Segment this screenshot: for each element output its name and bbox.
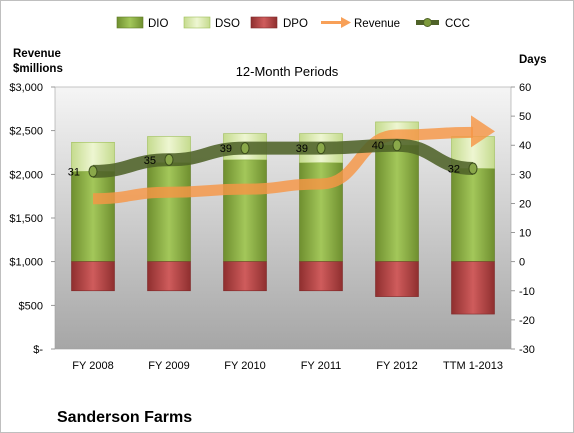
left-tick-label: $1,500 [9, 213, 43, 225]
right-tick-label: 60 [519, 82, 531, 94]
left-tick-label: $3,000 [9, 82, 43, 94]
right-tick-label: 10 [519, 228, 531, 240]
ccc-data-label: 39 [220, 143, 232, 155]
legend-marker-ccc [423, 18, 432, 27]
legend-label-dpo: DPO [283, 18, 308, 30]
left-axis-title-line1: Revenue [13, 48, 61, 60]
bar-dio [451, 168, 495, 262]
bar-dio [71, 171, 115, 262]
legend-swatch-revenue [321, 17, 351, 28]
bar-dio [147, 162, 191, 262]
chart-title: 12-Month Periods [236, 64, 339, 79]
ccc-marker [392, 139, 402, 152]
bar-dio [223, 159, 267, 262]
ccc-layer: 31 35 39 39 40 32 [68, 138, 478, 178]
x-tick-label: FY 2010 [224, 360, 265, 372]
legend-swatch-dso [183, 16, 211, 29]
ccc-data-label: 39 [296, 143, 308, 155]
axis-layer: $- $500 $1,000 $1,500 $2,000 $2,500 $3,000 -30 -… [9, 82, 535, 372]
left-tick-label: $1,000 [9, 257, 43, 269]
right-tick-label: 50 [519, 111, 531, 123]
right-tick-label: 40 [519, 140, 531, 152]
legend-label-dso: DSO [215, 18, 240, 30]
ccc-marker [88, 165, 98, 178]
x-tick-label: FY 2009 [148, 360, 189, 372]
bar-dpo [299, 261, 343, 292]
ccc-marker [164, 153, 174, 166]
revenue-arrowhead [471, 115, 495, 148]
x-tick-label: FY 2008 [72, 360, 113, 372]
legend-label-dio: DIO [148, 18, 169, 30]
right-tick-label: 30 [519, 169, 531, 181]
bar-dpo [451, 261, 495, 315]
x-tick-label: TTM 1-2013 [443, 360, 503, 372]
legend-swatch-dpo [250, 16, 278, 29]
ccc-data-label: 32 [448, 164, 460, 176]
right-axis-title: Days [519, 54, 547, 66]
company-name: Sanderson Farms [57, 409, 192, 426]
bar-dpo [223, 261, 267, 292]
left-tick-label: $2,000 [9, 169, 43, 181]
legend: DIO DSO DPO Revenue CCC [116, 16, 470, 30]
legend-swatch-dio [116, 16, 144, 29]
left-tick-label: $500 [19, 300, 43, 312]
right-tick-label: 0 [519, 257, 525, 269]
ccc-marker [468, 162, 478, 175]
ccc-marker [316, 142, 326, 155]
ccc-line [92, 138, 474, 178]
revenue-line [92, 126, 474, 205]
ccc-data-label: 35 [144, 155, 156, 167]
revenue-layer [92, 115, 495, 205]
bar-dpo [147, 261, 191, 292]
right-tick-label: 20 [519, 198, 531, 210]
x-tick-label: FY 2011 [301, 360, 342, 372]
left-axis-title-line2: $millions [13, 63, 63, 75]
bar-dpo [375, 261, 419, 297]
right-tick-label: -20 [519, 315, 535, 327]
left-tick-label: $- [33, 344, 43, 356]
legend-label-ccc: CCC [445, 18, 470, 30]
bar-dio [375, 144, 419, 262]
left-tick-label: $2,500 [9, 126, 43, 138]
right-tick-label: -10 [519, 286, 535, 298]
ccc-data-label: 40 [372, 140, 384, 152]
right-tick-label: -30 [519, 344, 535, 356]
ccc-marker [240, 142, 250, 155]
plot-area [54, 86, 512, 350]
x-tick-label: FY 2012 [376, 360, 417, 372]
ccc-data-label: 31 [68, 166, 80, 178]
legend-label-revenue: Revenue [354, 18, 400, 30]
bar-dpo [71, 261, 115, 292]
